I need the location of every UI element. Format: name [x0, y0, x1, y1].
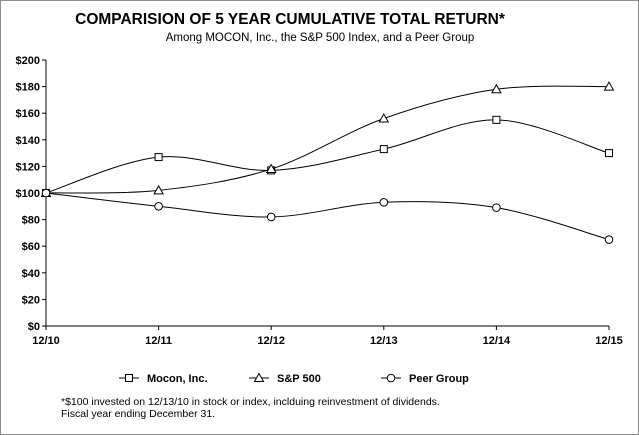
data-point-s-p-500	[265, 163, 277, 174]
data-point-mocon-inc	[492, 115, 501, 124]
y-tick-label: $200	[16, 55, 40, 67]
data-point-peer-group	[154, 202, 163, 211]
series-mocon-inc	[42, 115, 613, 197]
x-tick-label: 12/14	[483, 335, 511, 347]
legend-marker-s-p-500	[253, 372, 265, 382]
footnote-investment: *$100 invested on 12/13/10 in stock or i…	[61, 396, 440, 408]
data-point-peer-group	[492, 203, 501, 212]
series-line-s-p-500	[45, 85, 610, 194]
y-tick-label: $140	[16, 135, 40, 147]
x-tick-label: 12/15	[595, 335, 623, 347]
legend-marker-mocon-inc	[125, 374, 133, 382]
series-s-p-500	[40, 81, 615, 197]
chart-subtitle: Among MOCON, Inc., the S&P 500 Index, an…	[166, 32, 475, 44]
data-point-peer-group	[379, 198, 389, 207]
data-point-s-p-500	[491, 83, 502, 94]
data-point-s-p-500	[378, 113, 390, 123]
y-tick-label: $0	[28, 321, 40, 333]
axes	[45, 60, 609, 327]
legend-label-mocon-inc: Mocon, Inc.	[147, 373, 208, 385]
chart-title: COMPARISION OF 5 YEAR CUMULATIVE TOTAL R…	[75, 11, 506, 28]
y-tick-label: $80	[22, 215, 40, 227]
data-point-peer-group	[266, 212, 276, 222]
legend-label-peer-group: Peer Group	[409, 373, 469, 385]
x-tick-label: 12/12	[257, 335, 285, 347]
y-tick-label: $120	[16, 161, 40, 173]
x-tick-label: 12/11	[145, 335, 172, 347]
data-point-peer-group	[604, 235, 614, 244]
data-point-mocon-inc	[379, 145, 388, 154]
y-tick-label: $160	[16, 108, 40, 120]
data-point-mocon-inc	[154, 153, 163, 162]
series-line-peer-group	[45, 192, 610, 241]
x-axis-ticks: 12/10 12/11 12/12 12/13 12/14 12/15	[32, 326, 623, 347]
y-tick-label: $60	[22, 241, 40, 253]
y-axis-ticks: $0 $20 $40 $60 $80 $100 $120 $140 $160 $180 $200	[16, 55, 46, 333]
legend-label-s-p-500: S&P 500	[277, 373, 321, 385]
data-point-s-p-500	[153, 184, 164, 195]
y-tick-label: $100	[16, 188, 40, 200]
legend: Mocon, Inc. S&P 500 Peer Group	[119, 372, 469, 385]
y-tick-label: $20	[22, 294, 40, 306]
series-line-mocon-inc	[45, 119, 610, 194]
legend-item-mocon-inc: Mocon, Inc.	[119, 373, 208, 385]
x-tick-label: 12/13	[370, 335, 398, 347]
footnote-fiscal-year: Fiscal year ending December 31.	[61, 408, 215, 420]
data-point-peer-group	[41, 188, 51, 198]
x-tick-label: 12/10	[32, 335, 60, 347]
y-tick-label: $180	[16, 82, 40, 94]
legend-marker-peer-group	[386, 373, 396, 383]
series-lines	[40, 81, 615, 244]
legend-item-s-p-500: S&P 500	[249, 372, 321, 385]
data-point-s-p-500	[603, 81, 615, 91]
series-peer-group	[41, 188, 614, 244]
data-point-mocon-inc	[605, 149, 613, 158]
legend-item-peer-group: Peer Group	[381, 373, 469, 385]
y-tick-label: $40	[22, 268, 40, 280]
